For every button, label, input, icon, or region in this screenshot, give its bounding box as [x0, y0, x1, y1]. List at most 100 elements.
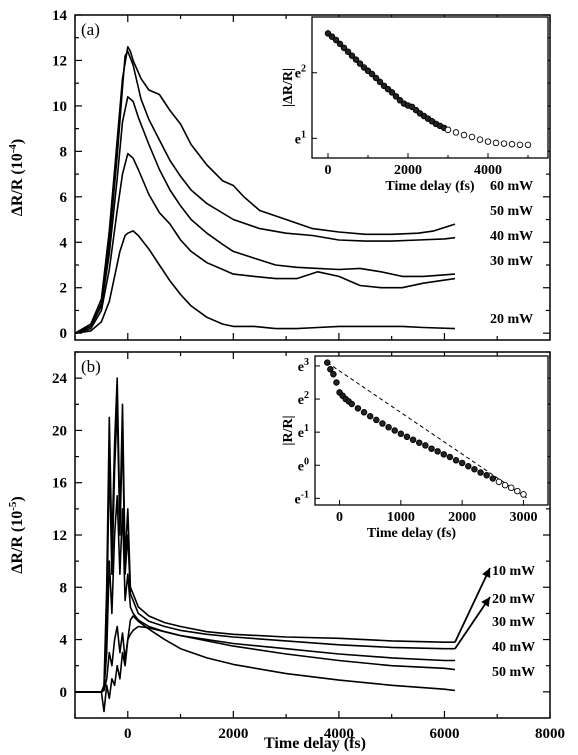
- y-tick-label: 6: [60, 190, 68, 206]
- data-point: [330, 370, 337, 378]
- data-point: [471, 465, 478, 473]
- series-label: 60 mW: [490, 179, 533, 194]
- data-point: [507, 484, 515, 492]
- series-label: 50 mW: [490, 204, 533, 219]
- series-line-30-mW: [74, 152, 456, 334]
- data-point: [366, 413, 374, 420]
- data-point: [500, 140, 508, 147]
- y-tick-label: 12: [52, 53, 67, 69]
- y-tick-label: 4: [60, 235, 68, 251]
- data-point: [376, 78, 384, 86]
- x-tick-label: 0: [325, 163, 332, 178]
- data-point: [368, 70, 376, 78]
- y-tick-label: e2: [298, 390, 309, 408]
- series-line-60-mW: [74, 46, 456, 334]
- x-tick-label: 2000: [448, 510, 476, 525]
- data-point: [524, 141, 532, 149]
- series-line-50-mW: [75, 615, 456, 713]
- y-tick-label: 24: [52, 371, 68, 387]
- inset-frame: [314, 355, 549, 506]
- arrow-head: [481, 597, 490, 607]
- data-point: [385, 423, 392, 431]
- data-point: [360, 409, 368, 416]
- data-point: [344, 48, 352, 56]
- y-tick-label: e3: [298, 357, 309, 375]
- data-point: [514, 487, 521, 495]
- panel-label: (a): [81, 20, 100, 39]
- arrow-head: [482, 568, 491, 579]
- data-point: [379, 420, 386, 427]
- y-tick-label: e1: [295, 129, 306, 147]
- y-tick-label: 20: [52, 423, 67, 439]
- data-point: [332, 36, 340, 44]
- series-label: 30 mW: [492, 615, 535, 630]
- data-point: [415, 439, 423, 447]
- data-point: [516, 141, 524, 149]
- data-point: [352, 56, 360, 63]
- series-label: 20 mW: [490, 312, 533, 327]
- arrow-line: [454, 596, 491, 650]
- y-tick-label: 4: [60, 633, 68, 649]
- series-label: 50 mW: [492, 665, 535, 680]
- series-line-20-mW: [75, 403, 455, 693]
- y-tick-label: 12: [52, 528, 67, 544]
- series-label: 10 mW: [492, 564, 535, 579]
- y-tick-label: e2: [295, 64, 306, 82]
- y-axis-title: ΔR/R (10-4): [7, 139, 26, 216]
- data-point: [340, 44, 348, 52]
- series-label: 20 mW: [492, 592, 535, 607]
- series-label: 40 mW: [490, 229, 533, 244]
- y-axis-title: ΔR/R (10-5): [7, 496, 26, 573]
- series-label: 30 mW: [490, 254, 533, 269]
- data-point: [484, 138, 492, 145]
- x-tick-label: 2000: [218, 726, 248, 742]
- x-tick-label: 8000: [535, 726, 565, 742]
- data-point: [492, 139, 500, 147]
- data-point: [372, 74, 380, 82]
- y-tick-label: 0: [60, 326, 68, 342]
- series-line-20-mW: [74, 230, 456, 334]
- inset-frame: [311, 16, 549, 159]
- data-point: [489, 475, 497, 482]
- x-tick-label: 0: [336, 510, 343, 525]
- x-tick-label: 1000: [387, 510, 415, 525]
- series-line-40-mW: [75, 625, 456, 693]
- data-point: [348, 400, 356, 408]
- data-point: [483, 471, 490, 479]
- x-tick-label: 3000: [509, 510, 537, 525]
- data-point: [434, 448, 441, 455]
- y-tick-label: 10: [52, 99, 67, 115]
- y-tick-label: 16: [52, 476, 68, 492]
- data-point: [460, 131, 468, 139]
- data-point: [428, 445, 435, 452]
- series-line-40-mW: [74, 96, 456, 334]
- data-point: [409, 436, 417, 444]
- data-point: [501, 481, 509, 489]
- series-label: 40 mW: [492, 640, 535, 655]
- data-point: [392, 93, 400, 100]
- y-tick-label: 14: [52, 8, 68, 24]
- data-point: [356, 60, 364, 67]
- y-tick-label: 0: [60, 685, 68, 701]
- panel-a-main-plot: 0 2 4 6 8 10 12 14 ΔR/R (10-4) (a) 60 mW 50 mW 40 mW…: [7, 8, 551, 342]
- data-point: [354, 405, 362, 412]
- x-axis-title: Time delay (fs): [264, 735, 366, 752]
- data-point: [495, 478, 503, 486]
- inset-y-axis-title: |R/R|: [281, 415, 296, 445]
- y-tick-label: e0: [298, 456, 309, 474]
- data-point: [465, 463, 472, 470]
- y-tick-label: e1: [298, 423, 309, 441]
- y-tick-label: 8: [60, 144, 68, 160]
- data-point: [388, 89, 396, 96]
- data-point: [333, 379, 340, 386]
- data-point: [397, 430, 405, 438]
- x-tick-label: 6000: [429, 726, 459, 742]
- data-point: [520, 491, 527, 498]
- data-point: [373, 416, 380, 424]
- y-tick-label: 2: [60, 281, 68, 297]
- series-line-50-mW: [74, 50, 456, 334]
- panel-b-main-plot: 0 4 8 12 16 20 24 0 2000 4000 6000 8000 ΔR/R (10-5) (…: [7, 351, 565, 742]
- panel-b-inset-plot: 0 1000 2000 3000 e3 e2 e1 e0 e-1 Time delay (fs) |…: [281, 355, 549, 541]
- data-point: [403, 433, 411, 441]
